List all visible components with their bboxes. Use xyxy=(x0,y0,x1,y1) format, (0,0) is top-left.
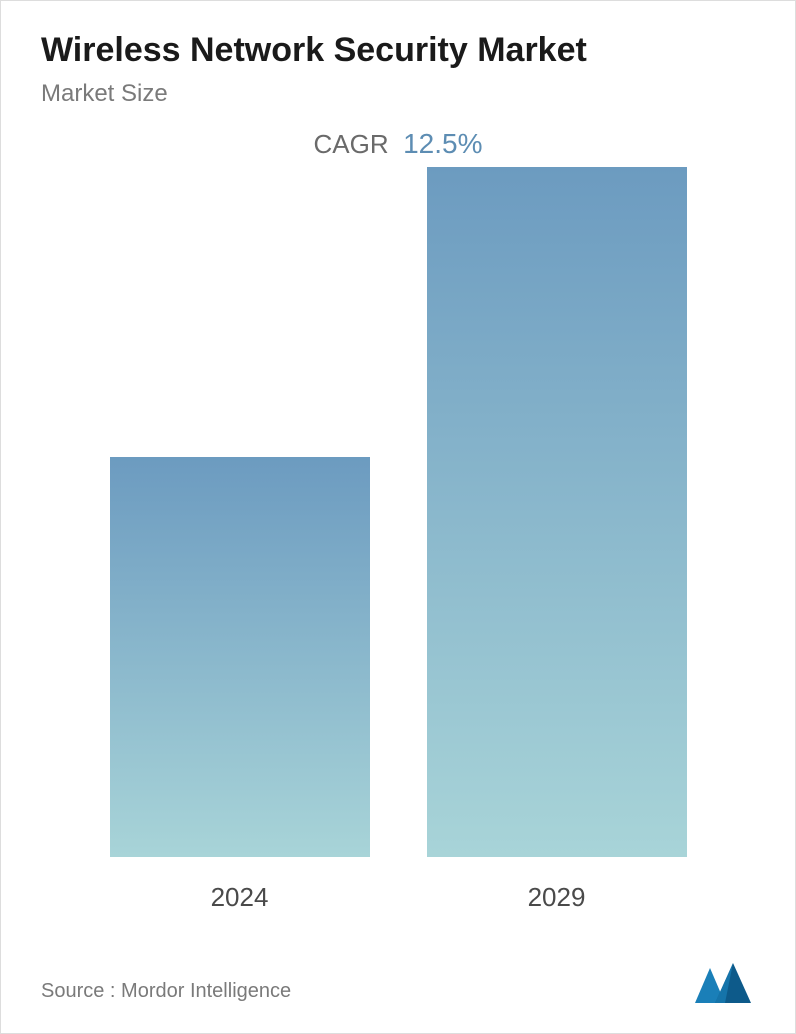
bar-group-2029: 2029 xyxy=(427,167,687,913)
cagr-value: 12.5% xyxy=(403,128,482,159)
bar-2024 xyxy=(110,457,370,857)
chart-area: 2024 2029 xyxy=(41,190,755,933)
footer: Source : Mordor Intelligence xyxy=(41,933,755,1003)
source-text: Source : Mordor Intelligence xyxy=(41,980,291,1003)
cagr-label: CAGR xyxy=(314,129,389,159)
chart-title: Wireless Network Security Market xyxy=(41,31,755,70)
cagr-row: CAGR 12.5% xyxy=(41,128,755,160)
bar-2029 xyxy=(427,167,687,857)
bar-label-2024: 2024 xyxy=(211,882,269,913)
logo-icon xyxy=(695,963,755,1003)
bar-group-2024: 2024 xyxy=(110,457,370,913)
bar-label-2029: 2029 xyxy=(528,882,586,913)
chart-subtitle: Market Size xyxy=(41,80,755,108)
